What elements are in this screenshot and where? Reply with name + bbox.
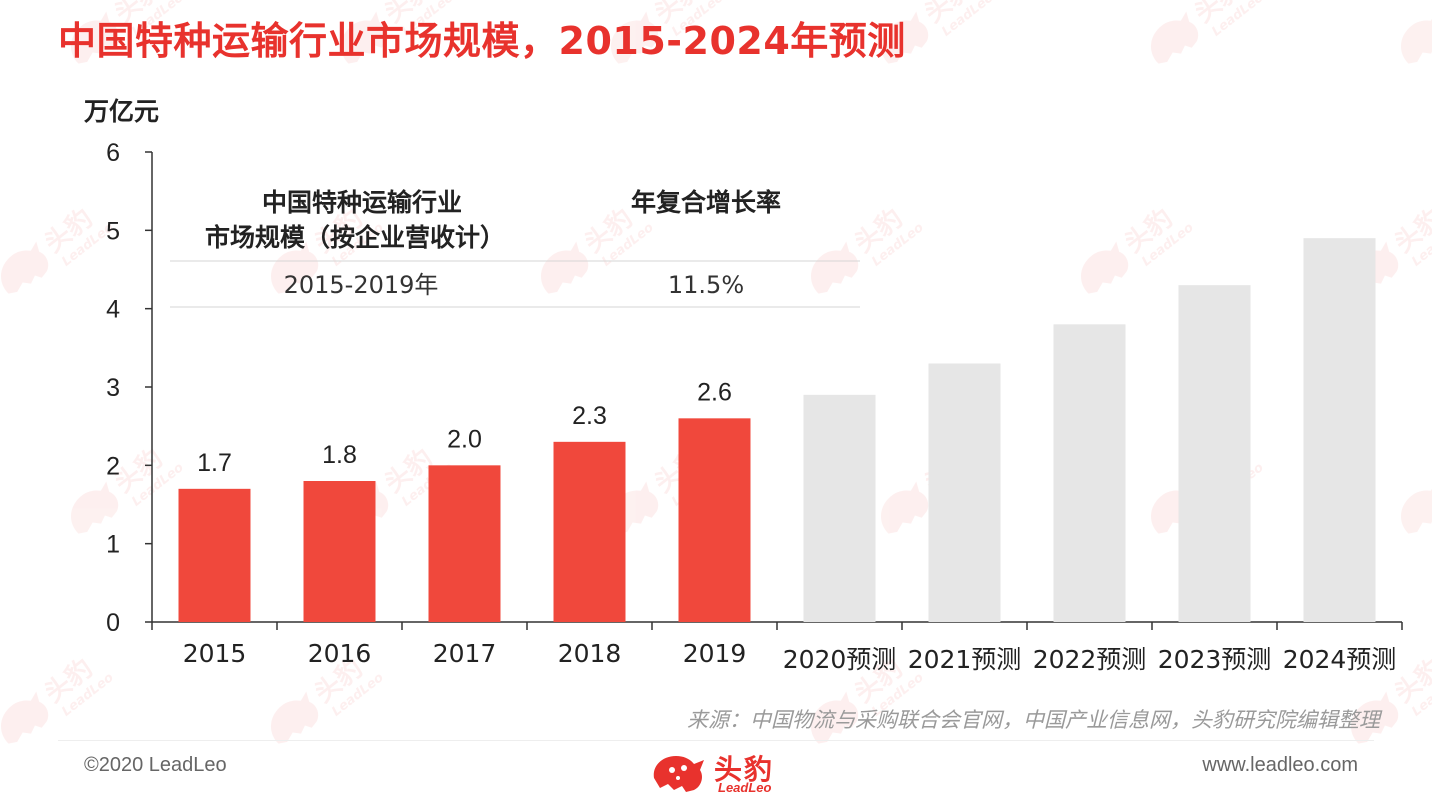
table-cell-cagr: 11.5%: [668, 271, 744, 299]
y-tick-label: 4: [106, 296, 120, 324]
forecast-bar: [1303, 238, 1376, 622]
y-tick-label: 5: [106, 217, 120, 245]
labels: 2015 1.7 2016 1.8 2017 2.0 2018 2.3 2019 2.6 2020预…: [183, 378, 1397, 674]
y-tick-label: 6: [106, 139, 120, 167]
x-tick-label: 2022预测: [1033, 645, 1147, 674]
chart-title: 中国特种运输行业市场规模，2015-2024年预测: [58, 19, 906, 63]
x-tick-label: 2016: [308, 639, 372, 668]
actual-bar: [678, 418, 751, 622]
y-tick-label: 1: [106, 531, 120, 559]
table-cell-period: 2015-2019年: [284, 271, 439, 299]
x-tick-label: 2021预测: [908, 645, 1022, 674]
table-header-cagr: 年复合增长率: [631, 188, 781, 217]
logo-text-en: LeadLeo: [718, 780, 772, 795]
y-tick-label: 2: [106, 452, 120, 480]
x-tick-label: 2024预测: [1283, 645, 1397, 674]
x-tick-label: 2015: [183, 639, 247, 668]
x-tick-label: 2023预测: [1158, 645, 1272, 674]
x-tick-label: 2017: [433, 639, 497, 668]
actual-bar: [303, 481, 376, 622]
table-header-market-size-line1: 中国特种运输行业: [262, 188, 462, 217]
copyright-text: ©2020 LeadLeo: [84, 754, 227, 776]
forecast-bar: [803, 394, 876, 622]
x-tick-label: 2019: [683, 639, 747, 668]
data-label: 2.6: [697, 378, 732, 406]
leopard-head-icon: [653, 756, 704, 792]
data-label: 1.8: [322, 441, 357, 469]
website-url: www.leadleo.com: [1202, 754, 1358, 776]
y-axis-unit-label: 万亿元: [84, 97, 160, 126]
source-note: 来源：中国物流与采购联合会官网，中国产业信息网，头豹研究院编辑整理: [687, 708, 1380, 732]
forecast-bar: [1053, 324, 1126, 622]
leadleo-logo: 头豹 LeadLeo: [646, 748, 796, 798]
data-label: 2.0: [447, 425, 482, 453]
x-tick-label: 2020预测: [783, 645, 897, 674]
y-tick-label: 0: [106, 609, 120, 637]
data-label: 2.3: [572, 402, 607, 430]
cagr-table: 中国特种运输行业 市场规模（按企业营收计） 年复合增长率 2015-2019年 …: [170, 188, 860, 308]
actual-bar: [428, 465, 501, 622]
footer-divider: [58, 740, 1374, 741]
bars: [178, 238, 1376, 622]
data-label: 1.7: [197, 449, 232, 477]
logo-text-cn: 头豹: [714, 753, 775, 786]
forecast-bar: [1178, 285, 1251, 622]
forecast-bar: [928, 363, 1001, 622]
x-tick-label: 2018: [558, 639, 622, 668]
actual-bar: [553, 441, 626, 622]
table-header-market-size-line2: 市场规模（按企业营收计）: [205, 223, 505, 252]
actual-bar: [178, 488, 251, 622]
y-tick-label: 3: [106, 374, 120, 402]
bar-chart: 0 1 2 3 4 5 6 2015 1.7 2016 1.8 2017 2.0 2018 2.3 2019…: [106, 139, 1403, 674]
